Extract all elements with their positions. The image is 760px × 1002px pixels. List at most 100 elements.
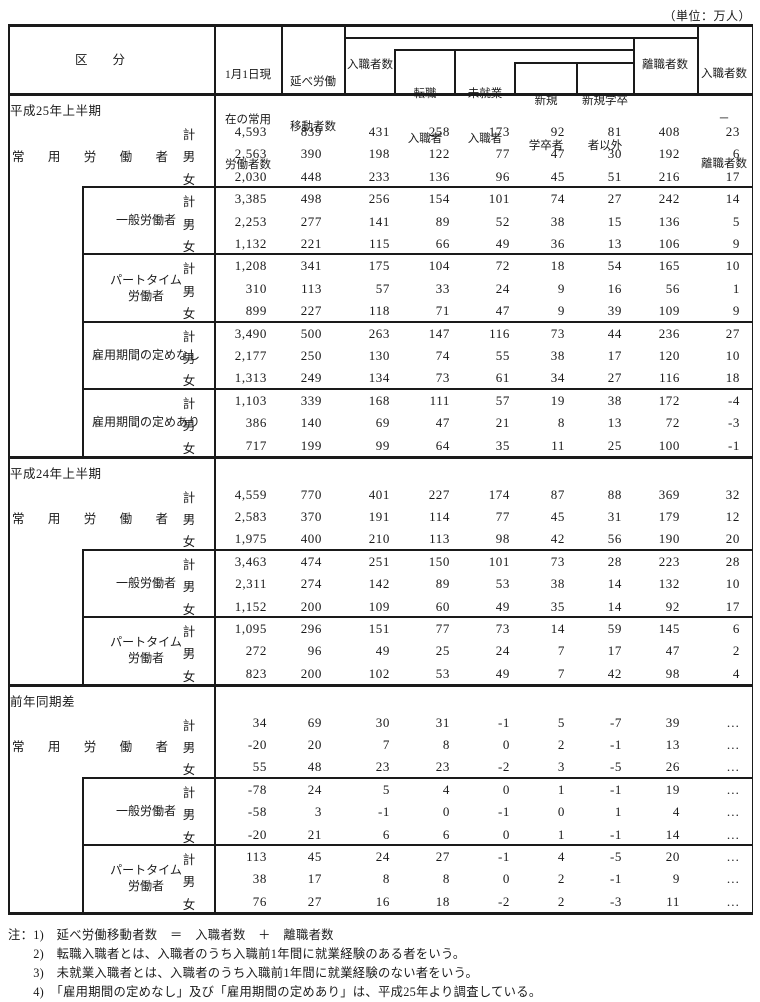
cell-value: 25 <box>607 437 622 453</box>
cell-value: 23 <box>375 759 390 775</box>
header-vline <box>281 24 283 94</box>
cell-value: 111 <box>429 392 450 408</box>
cell-value: 140 <box>300 415 322 431</box>
cell-value: 48 <box>307 759 322 775</box>
cell-value: 7 <box>382 737 390 752</box>
cell-value: 74 <box>435 348 450 363</box>
table-top-border <box>8 24 753 27</box>
cell-value: 1,975 <box>234 531 267 547</box>
cell-value: 9 <box>732 236 740 251</box>
header-vline <box>454 49 456 94</box>
cell-value: -1 <box>609 871 622 887</box>
cell-value: 98 <box>495 531 510 547</box>
group-label: パートタイム <box>110 635 182 649</box>
cell-value: 49 <box>495 236 510 251</box>
row-key-label: 計 <box>182 195 196 210</box>
cell-value: 0 <box>557 804 565 820</box>
cell-value: … <box>726 781 740 797</box>
cell-value: 6 <box>732 620 740 636</box>
cell-value: 27 <box>725 325 740 341</box>
cell-value: 92 <box>550 124 565 139</box>
cell-value: 20 <box>725 531 740 547</box>
cell-value: 6 <box>732 146 740 162</box>
cell-value: 109 <box>658 303 680 319</box>
row-key-label: 女 <box>182 441 196 456</box>
cell-value: 13 <box>607 415 622 431</box>
cell-value: 223 <box>658 553 680 569</box>
cell-value: 101 <box>488 191 510 207</box>
group-label: 常用労働者 <box>12 146 168 165</box>
note-line: 2) 転職入職者とは、入職者のうち入職前1年間に就業経験のある者をいう。 <box>8 947 466 961</box>
row-key-label: 計 <box>182 396 196 411</box>
row-key-label: 計 <box>182 624 196 639</box>
cell-value: 38 <box>550 348 565 363</box>
cell-value: 27 <box>307 893 322 909</box>
cell-value: 1 <box>557 826 565 842</box>
cell-value: 17 <box>307 871 322 887</box>
cell-value: 0 <box>502 871 510 887</box>
table-left-border <box>8 24 10 913</box>
cell-value: 66 <box>435 236 450 251</box>
cell-value: 16 <box>607 280 622 296</box>
cell-value: 227 <box>428 486 450 502</box>
cell-value: 258 <box>428 124 450 139</box>
cell-value: 0 <box>502 826 510 842</box>
cell-value: 73 <box>495 620 510 636</box>
cell-value: 116 <box>489 325 510 341</box>
cell-value: 49 <box>495 665 510 681</box>
group-label: 雇用期間の定めなし <box>91 347 200 362</box>
cell-value: 251 <box>368 553 390 569</box>
cell-value: 76 <box>252 893 267 909</box>
cell-value: 4 <box>732 665 740 681</box>
cell-value: 823 <box>245 665 267 681</box>
cell-value: 35 <box>550 598 565 614</box>
stub-vline <box>214 95 216 912</box>
cell-value: 2 <box>557 871 565 887</box>
cell-value: 47 <box>550 146 565 162</box>
cell-value: 6 <box>382 826 390 842</box>
row-key-label: 女 <box>182 240 196 254</box>
group-label-char: 用 <box>47 149 61 164</box>
cell-value: 147 <box>428 325 450 341</box>
cell-value: -20 <box>247 826 267 842</box>
cell-value: 28 <box>607 553 622 569</box>
cell-value: 8 <box>557 415 565 431</box>
cell-value: 26 <box>665 759 680 775</box>
row-key-label: 女 <box>182 763 196 778</box>
cell-value: -78 <box>247 781 267 797</box>
cell-value: 96 <box>495 168 510 184</box>
cell-value: 24 <box>495 643 510 659</box>
cell-value: 250 <box>300 348 322 363</box>
table-right-border <box>751 24 753 913</box>
group-label: 一般労働者 <box>115 575 176 590</box>
cell-value: 20 <box>665 849 680 864</box>
cell-value: 6 <box>442 826 450 842</box>
row-key-label: 女 <box>182 897 196 912</box>
row-key-label: 女 <box>182 669 196 684</box>
row-key-label: 男 <box>182 875 196 890</box>
cell-value: 233 <box>368 168 390 184</box>
table-rule-horizontal <box>8 912 753 915</box>
cell-value: 89 <box>435 213 450 229</box>
cell-value: 474 <box>300 553 322 569</box>
cell-value: -20 <box>247 737 267 752</box>
cell-value: 1 <box>732 280 740 296</box>
cell-value: 38 <box>252 871 267 887</box>
group-label-char: 者 <box>155 512 168 527</box>
group-label-char: 労 <box>83 149 97 164</box>
cell-value: 141 <box>368 213 390 229</box>
row-key-label: 男 <box>182 352 196 366</box>
table-rule-horizontal <box>82 387 753 390</box>
group-label-char: 働 <box>119 149 133 164</box>
cell-value: -1 <box>497 849 510 864</box>
cell-value: -5 <box>609 849 622 864</box>
cell-value: 45 <box>307 849 322 864</box>
cell-value: 13 <box>607 236 622 251</box>
cell-value: 19 <box>550 392 565 408</box>
cell-value: 116 <box>659 370 680 386</box>
header-col-mishugyo: 未就業 入職者 <box>467 88 503 145</box>
cell-value: 200 <box>300 665 322 681</box>
cell-value: 216 <box>658 168 680 184</box>
cell-value: 21 <box>495 415 510 431</box>
cell-value: 448 <box>300 168 322 184</box>
